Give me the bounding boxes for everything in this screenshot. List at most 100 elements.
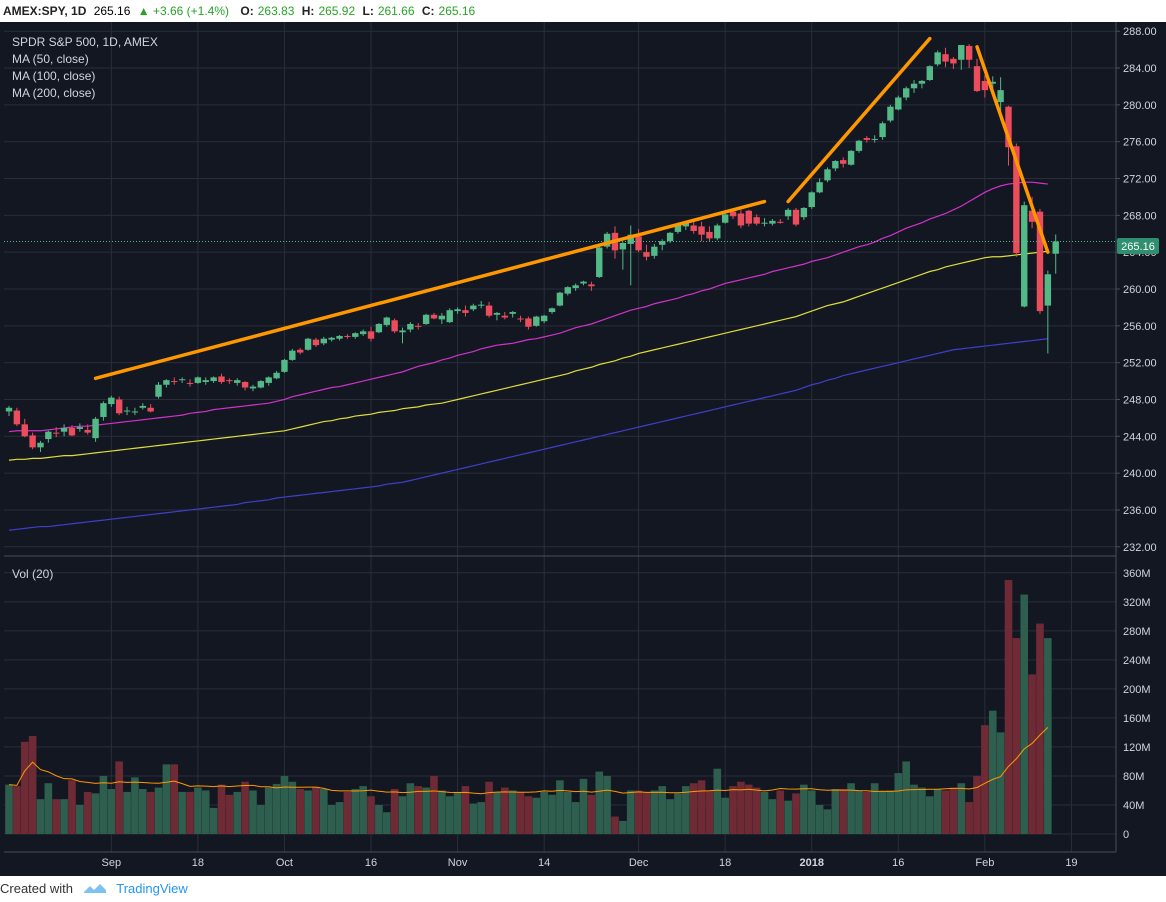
candle-body <box>1028 210 1036 222</box>
candle-body <box>234 380 241 383</box>
ma100-label: MA (100, close) <box>12 69 95 83</box>
candle-body <box>753 217 760 224</box>
candle-body <box>580 281 587 284</box>
candle-body <box>218 376 225 382</box>
candle-body <box>588 284 595 287</box>
candle-body <box>556 292 564 306</box>
candle-body <box>108 397 115 405</box>
price-tick-label: 284.00 <box>1123 63 1157 75</box>
tradingview-link[interactable]: TradingView <box>116 881 188 896</box>
price-tick-label: 272.00 <box>1123 174 1157 186</box>
volume-bar <box>737 781 745 834</box>
ma50-line <box>8 181 1048 433</box>
candle-body <box>918 80 926 84</box>
candle-body <box>808 192 815 208</box>
time-tick-label: Dec <box>629 857 649 869</box>
candle-body <box>462 310 469 313</box>
volume-bar <box>973 775 981 834</box>
candle-body <box>1021 205 1028 307</box>
volume-bar <box>1036 623 1044 834</box>
volume-bar <box>178 791 186 834</box>
candle-body <box>721 214 729 223</box>
volume-bar <box>76 804 84 834</box>
candle-body <box>37 442 44 448</box>
time-tick-label: 18 <box>719 857 731 869</box>
trend-lines[interactable] <box>93 36 1050 381</box>
volume-bar <box>217 784 226 834</box>
ma50-label: MA (50, close) <box>12 52 89 66</box>
candle-body <box>84 429 91 433</box>
volume-tick-label: 120M <box>1123 742 1151 754</box>
candle-body <box>194 377 202 383</box>
volume-bar <box>823 809 832 834</box>
candle-body <box>855 140 863 151</box>
time-tick-label: Nov <box>448 857 468 869</box>
candle-body <box>863 138 871 140</box>
volume-bar <box>375 804 383 834</box>
volume-bar <box>485 781 493 834</box>
volume-bar <box>760 791 769 834</box>
price-badge-bg <box>1117 238 1159 254</box>
candle-body <box>76 427 84 429</box>
volume-bar <box>241 781 249 834</box>
candle-body <box>627 234 634 244</box>
candle-body <box>163 380 170 385</box>
candle-body <box>68 428 76 436</box>
candle-body <box>296 349 304 353</box>
trend-line <box>93 199 767 381</box>
volume-bar <box>36 799 45 834</box>
volume-tick-label: 80M <box>1123 771 1144 783</box>
volume-bar <box>721 797 729 834</box>
candle-body <box>21 424 28 437</box>
candle-body <box>942 54 949 62</box>
candle-body <box>367 331 375 339</box>
candle-body <box>407 323 414 330</box>
volume-bar <box>115 761 123 834</box>
volume-bar <box>351 789 360 834</box>
candle-body <box>690 225 697 231</box>
time-tick-label: Feb <box>975 857 994 869</box>
volume-bar <box>68 780 76 834</box>
volume-bar <box>878 791 887 834</box>
chart-title: SPDR S&P 500, 1D, AMEX <box>12 35 158 49</box>
volume-bar <box>540 791 548 834</box>
volume-bar <box>524 796 533 834</box>
volume-tick-label: 320M <box>1123 597 1151 609</box>
candle-body <box>328 337 335 340</box>
price-chart[interactable]: 232.00 236.00 240.00 244.00 248.00 252.00 256.… <box>0 22 1166 876</box>
change-text: +3.66 (+1.4%) <box>152 4 230 18</box>
volume-bar <box>406 783 415 834</box>
candle-body <box>887 106 894 121</box>
candle-body <box>123 410 131 412</box>
candle-body <box>257 381 265 388</box>
volume-bar <box>776 790 785 834</box>
volume-bar <box>516 791 525 834</box>
volume-bar <box>870 783 879 834</box>
candle-body <box>29 435 36 448</box>
volume-bar <box>792 793 800 834</box>
volume-bar <box>1044 638 1052 834</box>
candle-body <box>1036 211 1044 312</box>
candle-body <box>375 323 383 333</box>
candle-body <box>155 384 162 397</box>
volume-bar <box>815 804 824 834</box>
tradingview-logo-icon <box>83 877 107 902</box>
volume-bar <box>705 790 714 834</box>
volume-bar <box>752 787 761 834</box>
change-value: ▲ +3.66 (+1.4%) <box>137 4 230 18</box>
candle-body <box>100 403 107 417</box>
candle-body <box>53 432 60 434</box>
candle-body <box>596 247 603 278</box>
volume-bar <box>304 790 312 834</box>
volume-bar <box>327 804 336 834</box>
time-tick-label: 14 <box>538 857 550 869</box>
moving-averages <box>8 181 1048 531</box>
candle-body <box>816 182 823 193</box>
volume-bar <box>619 820 627 834</box>
candle-body <box>517 318 524 320</box>
ma100-line <box>8 250 1048 461</box>
volume-bar <box>611 816 619 834</box>
volume-tick-label: 40M <box>1123 800 1144 812</box>
candle-body <box>415 325 422 327</box>
volume-bar <box>186 791 194 834</box>
